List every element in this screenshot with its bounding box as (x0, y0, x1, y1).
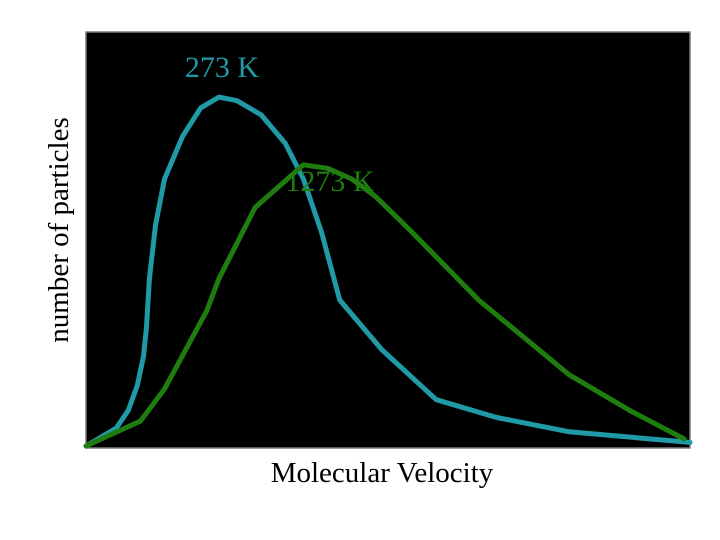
series-labels-layer: 273 K 1273 K (185, 51, 375, 198)
series-line-2 (83, 162, 687, 449)
curves-layer (83, 94, 693, 449)
series-label-1: 273 K (185, 51, 260, 84)
plot-area (85, 31, 691, 449)
x-axis-label: Molecular Velocity (271, 457, 494, 489)
series-label-2: 1273 K (285, 165, 375, 198)
series-line-1 (83, 94, 693, 449)
y-axis-label: number of particles (43, 117, 75, 342)
